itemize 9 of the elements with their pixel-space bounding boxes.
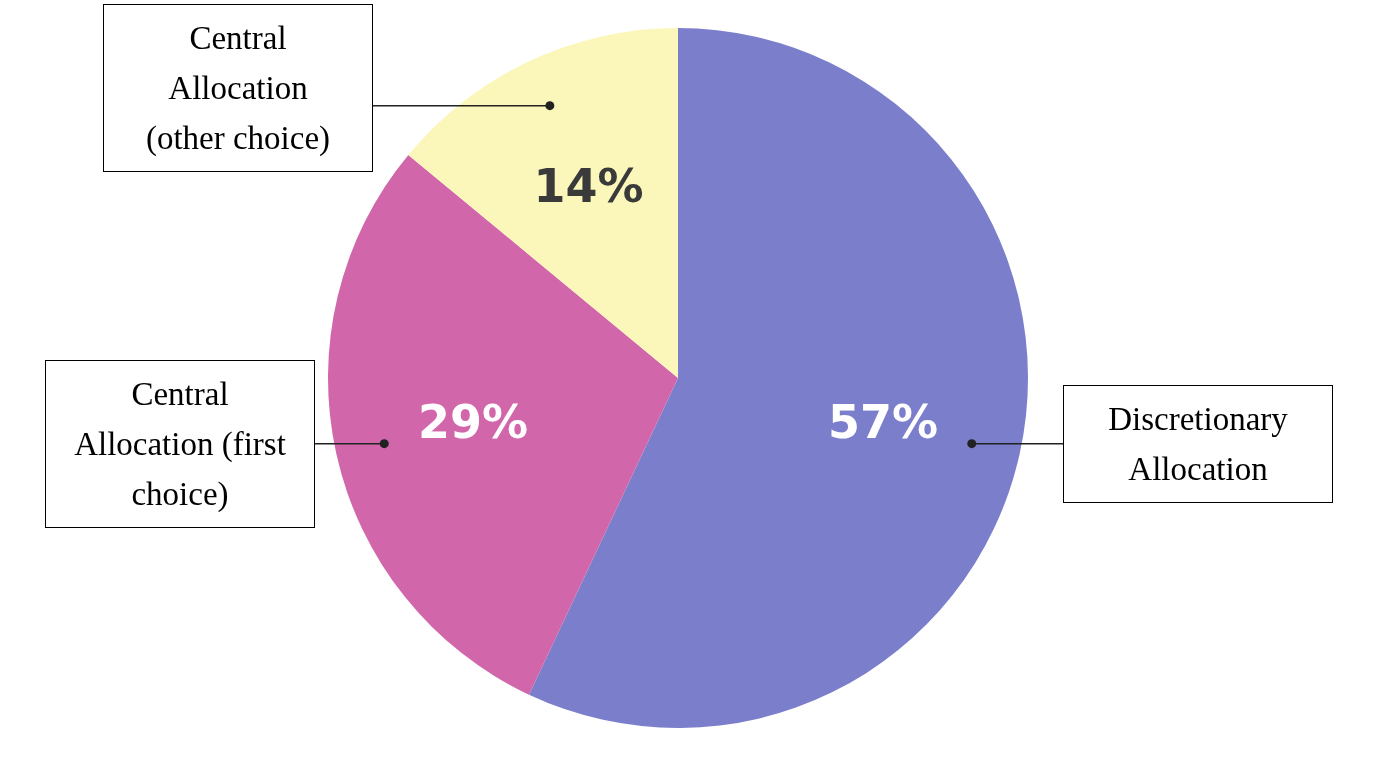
pie-slice: [408, 28, 678, 378]
pie-slice: [528, 28, 1028, 728]
data-label: 14%: [533, 158, 644, 213]
slice-label: Central Allocation (other choice): [103, 4, 373, 172]
data-label: 29%: [418, 394, 529, 449]
pie-slice: [328, 154, 678, 695]
slice-label: Discretionary Allocation: [1063, 384, 1333, 503]
data-label: 57%: [827, 394, 938, 449]
slice-label: Central Allocation (first choice): [45, 359, 315, 528]
